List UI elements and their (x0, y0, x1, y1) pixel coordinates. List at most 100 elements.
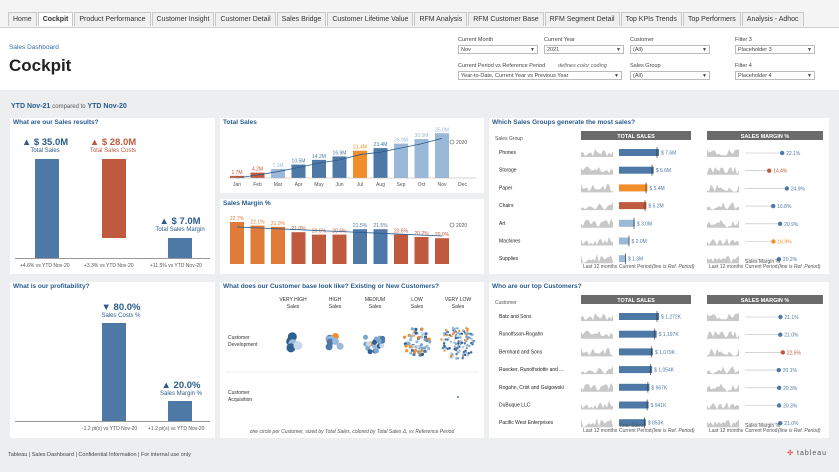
legend-last12: Last 12 months (709, 264, 744, 270)
filter-current-month[interactable]: Current Month Nov ▼ (458, 37, 538, 54)
sales-group-select[interactable]: (All) ▼ (630, 71, 710, 80)
customer-bubble (441, 346, 444, 350)
customer-bubble (458, 351, 461, 354)
margin-value: 20.3% (783, 404, 798, 410)
customer-bubble (373, 348, 379, 354)
tab-customer-detail[interactable]: Customer Detail (215, 12, 276, 26)
customer-bubble (415, 340, 419, 344)
sparkline (707, 237, 739, 246)
customer-bubble (456, 347, 459, 350)
sparkline (581, 218, 613, 228)
column-header: Sales (452, 304, 465, 310)
customer-bubble (423, 349, 427, 353)
period-select[interactable]: Year-to-Date, Current Year vs Previous Y… (458, 71, 622, 80)
month-tick-label: Jul (357, 182, 363, 188)
customer-bubble (458, 329, 461, 333)
caret-down-icon: ▼ (702, 73, 707, 79)
month-tick-label: Aug (376, 182, 385, 188)
sales-groups-chart: Sales Group TOTAL SALES SALES MARGIN % Phon… (495, 131, 823, 270)
dashboard-header: Sales Dashboard Cockpit Current Month No… (0, 28, 839, 90)
select-value: Nov (461, 47, 471, 53)
filter4-select[interactable]: Placeholder 4 ▼ (735, 71, 815, 80)
caret-down-icon: ▼ (807, 47, 812, 53)
column-header: Sales (411, 304, 424, 310)
tab-bar: Home Cockpit Product Performance Customer I… (0, 0, 839, 28)
customer-bubble (409, 337, 413, 342)
customer-bubble (405, 349, 409, 353)
tab-rfm-customer-base[interactable]: RFM Customer Base (468, 12, 544, 26)
sparkline (707, 219, 739, 228)
sales-value: $ 6.6M (656, 168, 671, 174)
tab-rfm-analysis[interactable]: RFM Analysis (414, 12, 468, 26)
sales-value: $ 967K (651, 385, 668, 391)
filter-sales-group[interactable]: Sales Group (All) ▼ (630, 63, 710, 80)
tab-product-performance[interactable]: Product Performance (74, 12, 151, 26)
sales-value: $ 941K (651, 403, 668, 409)
sparkline (581, 418, 613, 428)
margin-bar (291, 232, 306, 264)
customer-bubble (452, 329, 455, 332)
customer-bubble (446, 330, 450, 334)
ytd-ref: YTD Nov-20 (87, 103, 127, 110)
kpi-foot: -1.2 pt(s) vs YTD Nov-20 (82, 426, 138, 432)
row-name: Pacific West Enterprises (499, 420, 554, 426)
filter3-select[interactable]: Placeholder 3 ▼ (735, 45, 815, 54)
customer-bubble (410, 348, 414, 352)
ytd-heading: YTD Nov-21 compared to YTD Nov-20 (11, 103, 127, 110)
sales-bar (312, 159, 326, 178)
legend-current: Current Period (745, 428, 778, 434)
margin-bar (312, 234, 326, 264)
filter-period[interactable]: Current Period vs Reference Period define… (458, 63, 622, 80)
caret-down-icon: ▼ (807, 73, 812, 79)
sparkline (707, 184, 739, 193)
column-label: Customer (495, 300, 517, 306)
tab-sales-bridge[interactable]: Sales Bridge (276, 12, 327, 26)
row-name: Storage (499, 168, 517, 174)
sales-value: $ 3.0M (637, 221, 652, 227)
customer-bubble (423, 338, 427, 342)
sales-value: $ 853K (648, 421, 665, 427)
sales-groups-panel: Which Sales Groups generate the most sal… (489, 118, 829, 274)
current-month-select[interactable]: Nov ▼ (458, 45, 538, 54)
sales-bar (619, 348, 653, 356)
filter-label: Filter 4 (735, 63, 752, 69)
kpi-foot: +4.6% vs YTD Nov-20 (20, 263, 70, 269)
margin-dot (784, 186, 790, 191)
filter-4[interactable]: Filter 4 Placeholder 4 ▼ (735, 63, 815, 80)
page-title: Cockpit (9, 56, 72, 75)
customer-bubble (367, 349, 373, 355)
sales-bar (619, 219, 635, 227)
filter-current-year[interactable]: Current Year 2021 ▼ (544, 37, 624, 54)
customer-bubble (457, 342, 460, 345)
customer-bubble (444, 346, 448, 350)
margin-bar (353, 229, 367, 264)
breadcrumb[interactable]: Sales Dashboard (9, 44, 59, 51)
tab-rfm-segment-detail[interactable]: RFM Segment Detail (544, 12, 620, 26)
tab-top-kpis-trends[interactable]: Top KPIs Trends (620, 12, 682, 26)
customer-bubble (419, 349, 423, 353)
customer-select[interactable]: (All) ▼ (630, 45, 710, 54)
sales-value: $ 5.2M (648, 204, 663, 210)
tab-top-performers[interactable]: Top Performers (682, 12, 741, 26)
column-header: VERY HIGH (279, 297, 307, 303)
baseline (15, 421, 210, 422)
tab-home[interactable]: Home (8, 12, 37, 26)
total-sales-bar (35, 159, 59, 258)
tab-customer-lifetime-value[interactable]: Customer Lifetime Value (327, 12, 414, 26)
customer-bubble (420, 331, 424, 335)
tab-customer-insight[interactable]: Customer Insight (151, 12, 215, 26)
customer-bubble (419, 343, 424, 347)
customer-bubble (453, 341, 457, 345)
customer-bubble (445, 333, 449, 337)
legend-last12: Last 12 months (583, 264, 618, 270)
margin-dot (777, 221, 783, 226)
filter-customer[interactable]: Customer (All) ▼ (630, 37, 710, 54)
tab-analysis-adhoc[interactable]: Analysis - Adhoc (741, 12, 804, 26)
current-year-select[interactable]: 2021 ▼ (544, 45, 624, 54)
filter-3[interactable]: Filter 3 Placeholder 3 ▼ (735, 37, 815, 54)
tab-cockpit[interactable]: Cockpit (37, 12, 74, 26)
sparkline (707, 202, 739, 211)
margin-bar (250, 225, 265, 264)
customer-bubble (410, 327, 414, 331)
sparkline (581, 330, 613, 339)
